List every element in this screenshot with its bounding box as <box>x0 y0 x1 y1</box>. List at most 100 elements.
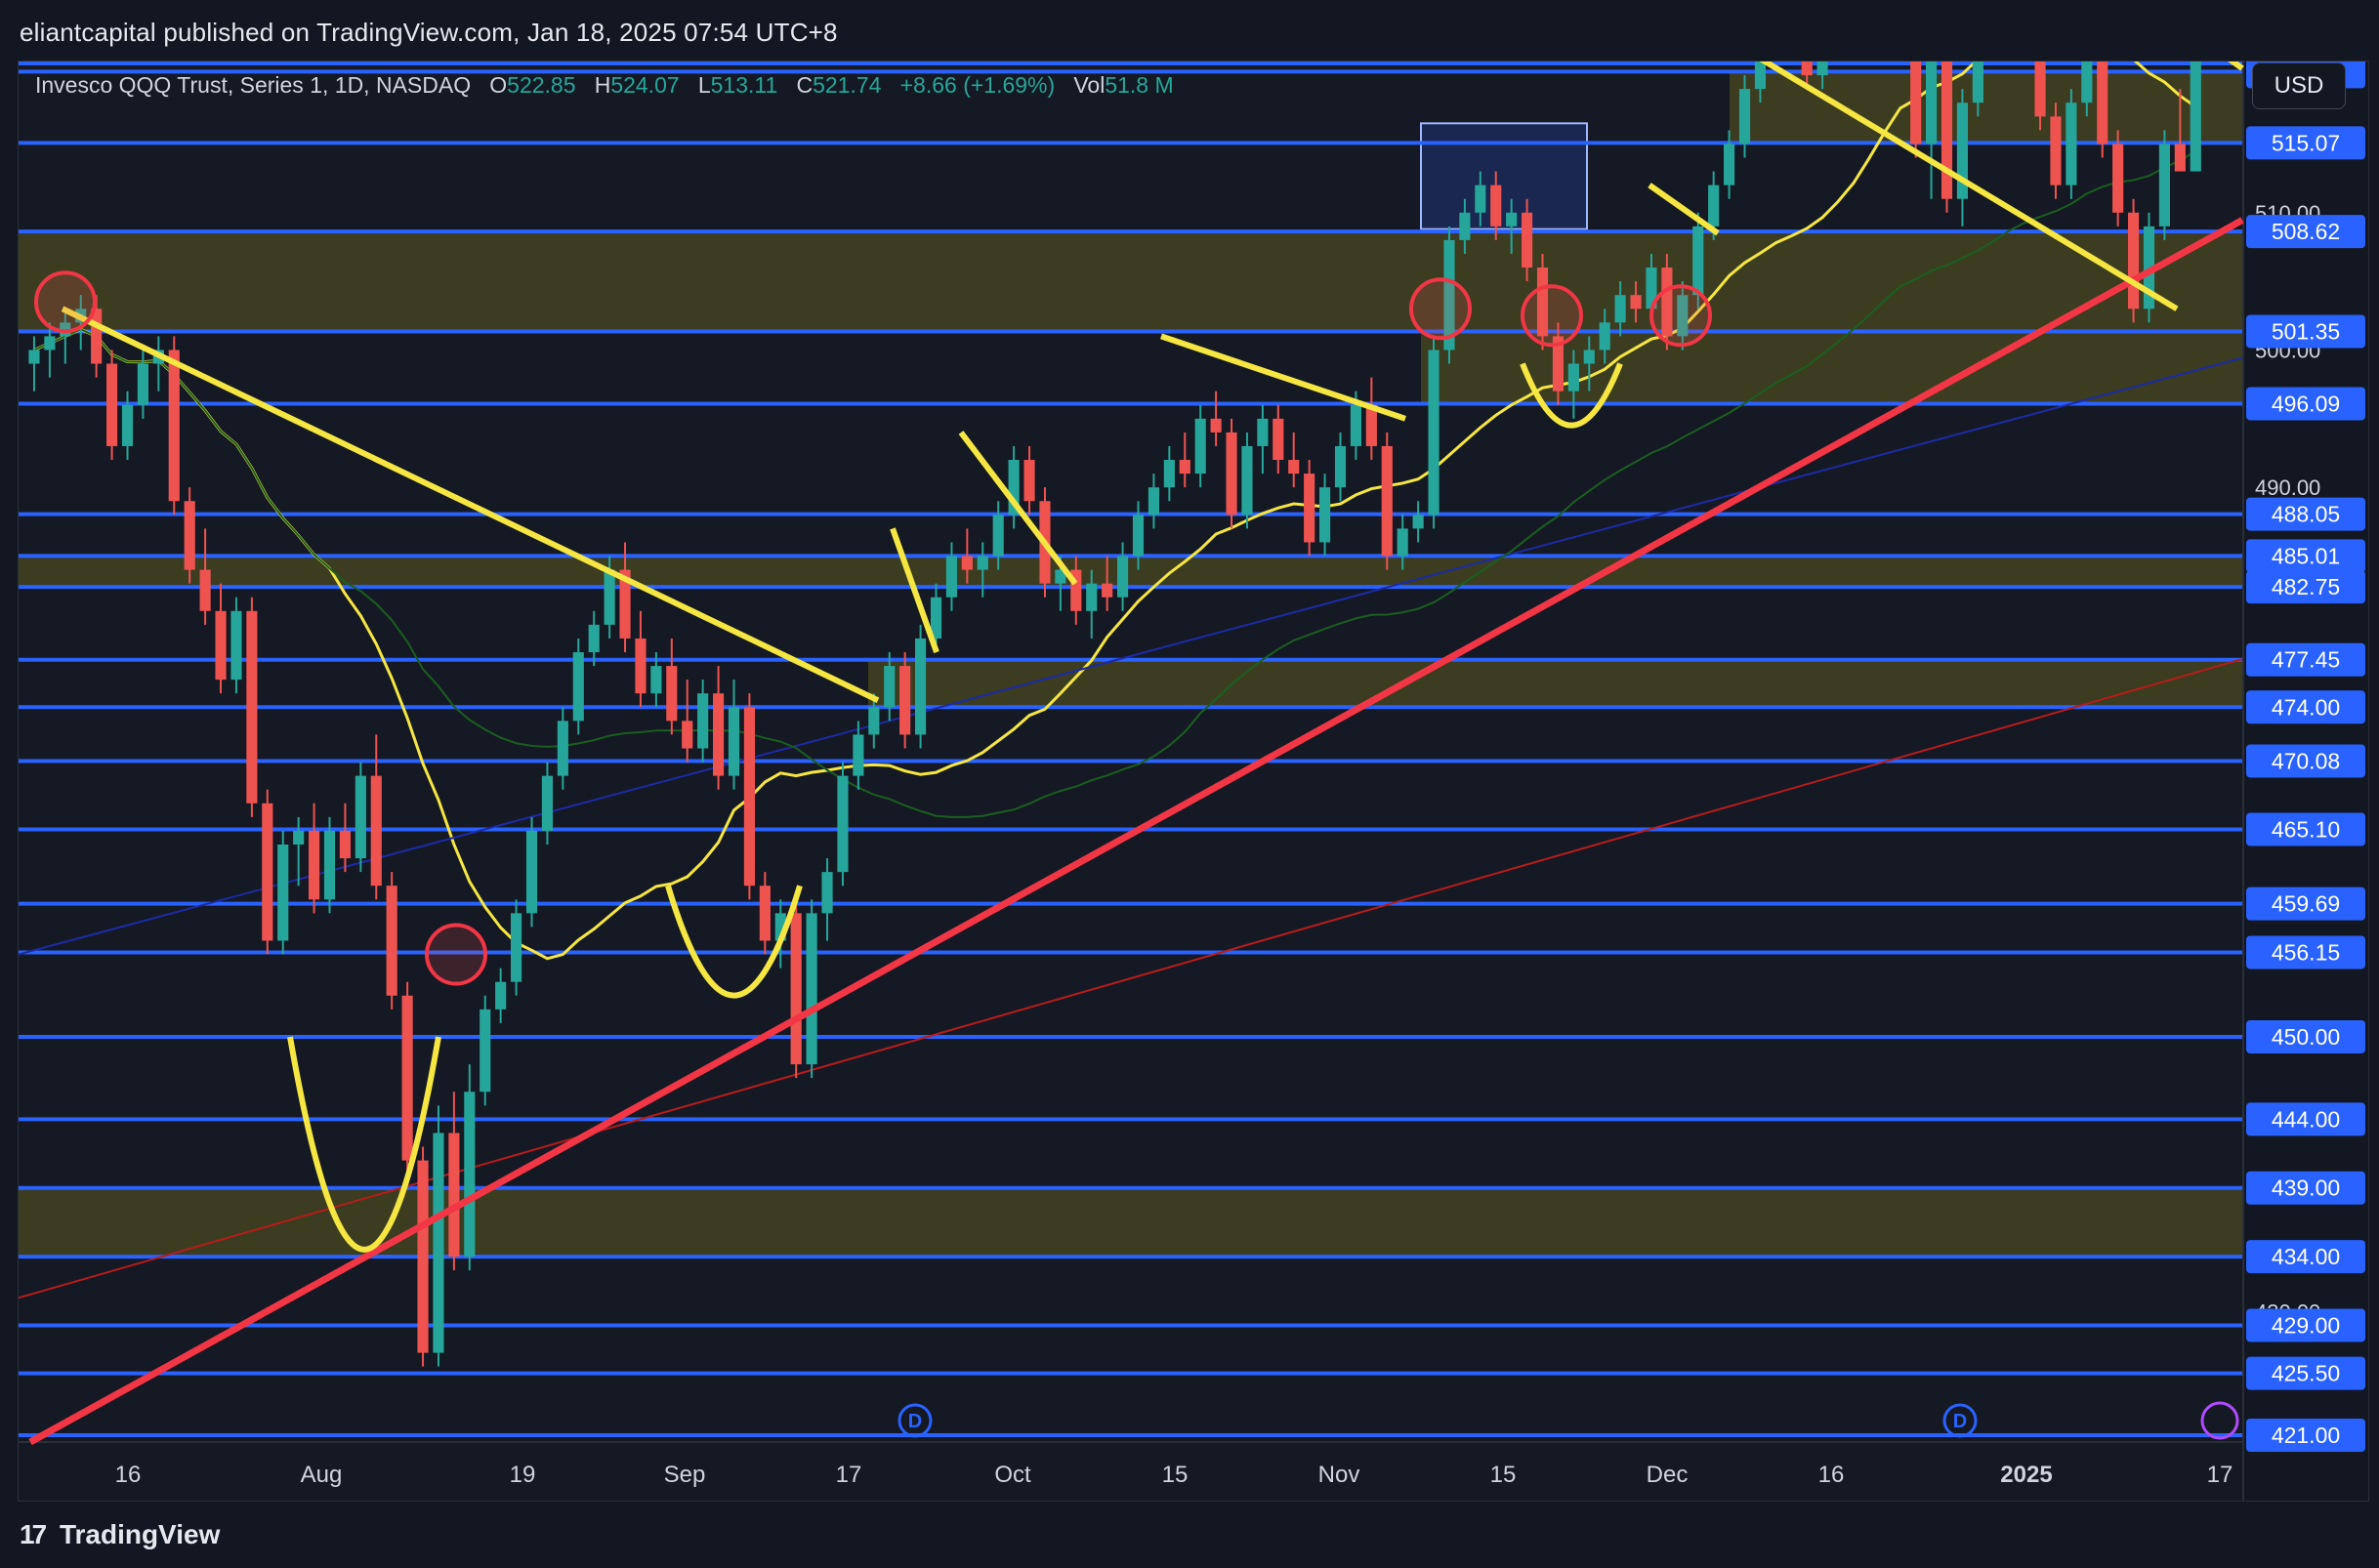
candle-body <box>1055 569 1066 584</box>
price-level-label: 459.69 <box>2272 891 2340 917</box>
candle-body <box>277 844 289 941</box>
tradingview-brand[interactable]: 17 TradingView <box>20 1519 220 1550</box>
candle-body <box>1816 62 1828 76</box>
candle-body <box>28 350 40 364</box>
candle-body <box>339 830 351 859</box>
price-level-label-bg <box>2246 1419 2365 1452</box>
candle-body <box>1910 62 1922 144</box>
volume-value: 51.8 M <box>1105 72 1174 98</box>
price-level-label-bg <box>2246 935 2365 970</box>
chart-pane[interactable]: DD16Aug19Sep17Oct15Nov15Dec16202517560.0… <box>18 61 2369 1502</box>
candle-body <box>1210 418 1222 433</box>
close-value: 521.74 <box>813 72 882 98</box>
candle-body <box>1428 350 1440 516</box>
currency-button[interactable]: USD <box>2252 62 2346 109</box>
price-level-label: 450.00 <box>2272 1024 2340 1050</box>
candle-body <box>1102 583 1113 598</box>
candle-body <box>2158 144 2170 227</box>
candle-body <box>899 666 911 735</box>
candle-body <box>1506 212 1518 227</box>
candle-body <box>1490 185 1502 227</box>
lower-channel-line <box>1759 62 2179 311</box>
candle-body <box>1008 460 1020 516</box>
candle-body <box>106 363 118 446</box>
candle-body <box>915 638 927 735</box>
candle-body <box>1365 404 1377 446</box>
dividend-marker-icon <box>1942 1403 1978 1438</box>
candle-body <box>682 721 693 749</box>
candle-body <box>2066 103 2077 186</box>
price-level-label: 477.45 <box>2272 647 2340 673</box>
candle-body <box>759 886 771 941</box>
candle-body <box>1257 418 1269 446</box>
candle-body <box>1567 363 1579 392</box>
candle-body <box>417 1160 429 1353</box>
demand-zone <box>19 556 2242 588</box>
candle-body <box>91 309 103 364</box>
candle-body <box>1926 62 1938 144</box>
candle-body <box>2128 212 2140 309</box>
price-level-label-bg <box>2246 387 2365 421</box>
candle-body <box>557 721 568 776</box>
price-level-label-bg <box>2246 642 2365 677</box>
candle-body <box>604 569 615 625</box>
time-tick-label: 16 <box>115 1462 142 1488</box>
candle-body <box>837 775 849 873</box>
candle-body <box>728 707 740 776</box>
time-tick-label: 19 <box>510 1462 536 1488</box>
ma-100-line <box>19 356 2243 956</box>
candle-body <box>1941 62 1953 199</box>
candle-body <box>1972 62 1983 103</box>
candle-body <box>1226 432 1237 516</box>
price-tick-label: 490.00 <box>2255 475 2320 500</box>
candle-body <box>1475 185 1486 213</box>
price-chart[interactable]: DD16Aug19Sep17Oct15Nov15Dec16202517560.0… <box>19 62 2368 1501</box>
ma-200-line <box>19 658 2243 1300</box>
dividend-marker-icon <box>897 1403 933 1438</box>
price-level-label: 425.50 <box>2272 1361 2340 1386</box>
candle-body <box>480 1009 491 1093</box>
candle-body <box>137 363 148 405</box>
publish-attribution: eliantcapital published on TradingView.c… <box>20 18 838 47</box>
symbol-name: Invesco QQQ Trust, Series 1, 1D, NASDAQ <box>35 72 472 98</box>
candle-body <box>541 775 553 831</box>
price-level-label-bg <box>2246 1356 2365 1390</box>
candle-body <box>2143 226 2155 309</box>
candle-body <box>168 350 180 502</box>
candle-body <box>1646 268 1657 309</box>
time-tick-label: Dec <box>1647 1462 1689 1488</box>
price-level-label-bg <box>2246 126 2365 160</box>
trendline <box>1160 333 1406 422</box>
candle-body <box>1319 487 1331 543</box>
candle-body <box>650 666 662 694</box>
price-level-label-bg <box>2246 690 2365 724</box>
highlight-circle <box>34 270 97 334</box>
candle-body <box>977 556 988 570</box>
highlight-circle <box>1409 277 1472 341</box>
candle-body <box>992 515 1004 557</box>
candle-body <box>2190 62 2201 172</box>
price-level-label-bg <box>2246 1240 2365 1274</box>
candle-body <box>1522 212 1533 268</box>
time-tick-label: 15 <box>1162 1462 1189 1488</box>
candle-body <box>1163 460 1175 488</box>
price-level-label-bg <box>2246 1019 2365 1053</box>
high-label: H <box>594 72 611 98</box>
candle-body <box>1677 295 1689 337</box>
price-level-label: 488.05 <box>2272 502 2340 527</box>
price-level-label-bg <box>2246 539 2365 573</box>
candle-body <box>511 913 522 982</box>
candle-body <box>370 775 382 887</box>
candle-body <box>666 666 678 722</box>
candle-body <box>1956 103 1968 199</box>
candle-body <box>1738 89 1751 144</box>
price-level-label: 470.08 <box>2272 748 2340 773</box>
cup-curve <box>287 1036 441 1253</box>
low-value: 513.11 <box>710 72 778 98</box>
candle-body <box>713 693 725 776</box>
cup-curve <box>665 885 803 999</box>
range-box <box>1420 122 1588 230</box>
price-level-label-bg <box>2246 215 2365 249</box>
price-level-label: 508.62 <box>2272 219 2340 244</box>
lightning-icon <box>2200 1401 2239 1440</box>
